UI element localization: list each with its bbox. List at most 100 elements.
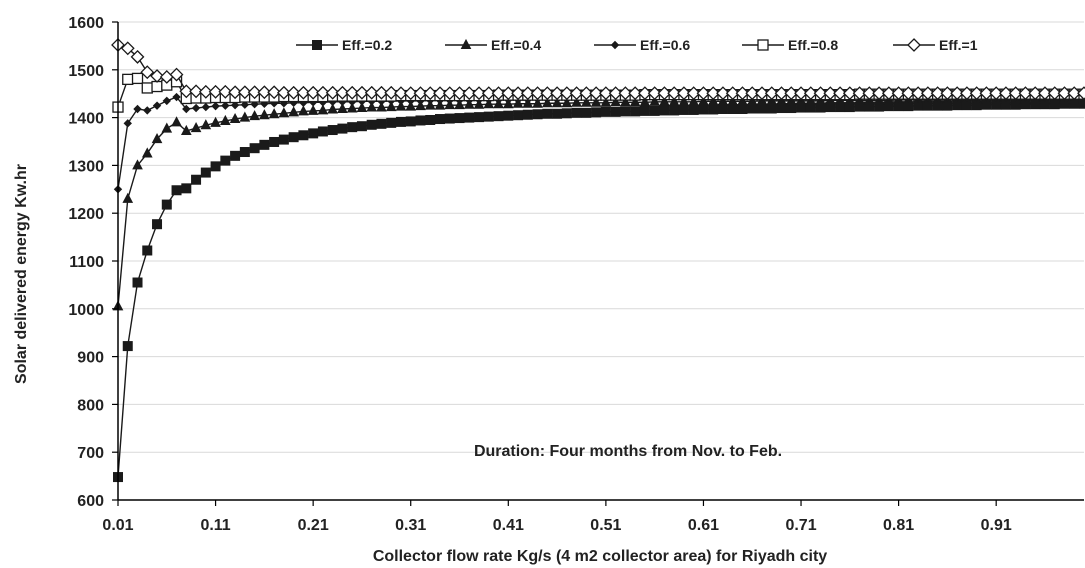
y-tick-label: 700 — [77, 445, 104, 462]
legend-item: Eff.=0.2 — [296, 37, 392, 53]
data-point — [298, 130, 309, 141]
legend-marker — [312, 40, 322, 50]
data-point — [708, 104, 719, 115]
data-point — [472, 86, 486, 101]
data-point — [259, 109, 270, 120]
data-point — [307, 104, 319, 115]
legend-item: Eff.=0.8 — [742, 37, 838, 53]
data-point — [296, 85, 311, 100]
data-point — [618, 86, 633, 101]
data-point — [346, 102, 358, 113]
series-eff-0-4 — [112, 92, 1085, 311]
data-point — [123, 119, 132, 128]
data-point — [757, 103, 767, 114]
data-point — [803, 86, 818, 101]
data-point — [395, 100, 407, 111]
data-point — [384, 85, 399, 100]
y-tick-label: 1000 — [68, 302, 104, 319]
series-line — [117, 98, 1085, 307]
y-tick-label: 600 — [77, 493, 104, 510]
data-point — [425, 114, 436, 125]
data-point — [131, 72, 144, 85]
data-point — [842, 86, 857, 101]
legend-label: Eff.=0.6 — [640, 37, 690, 53]
data-point — [669, 105, 680, 116]
y-tick-label: 1100 — [69, 254, 104, 271]
data-point — [530, 86, 545, 101]
data-point — [386, 117, 397, 128]
y-tick-label: 1300 — [68, 158, 104, 175]
data-point — [376, 101, 387, 112]
data-point — [249, 143, 260, 154]
data-point — [950, 86, 965, 101]
data-point — [628, 86, 643, 101]
data-point — [639, 105, 650, 116]
data-point — [1057, 86, 1072, 101]
data-point — [239, 147, 250, 158]
data-point — [171, 185, 182, 196]
data-point — [337, 102, 348, 113]
data-point — [725, 86, 740, 101]
data-point — [969, 86, 984, 101]
data-point — [257, 85, 272, 100]
data-point — [1038, 86, 1052, 101]
data-point — [434, 99, 446, 110]
data-point — [220, 155, 231, 166]
data-point — [288, 106, 299, 117]
data-point — [140, 65, 155, 80]
data-point — [337, 123, 348, 134]
x-tick-label: 0.51 — [590, 517, 621, 534]
data-point — [591, 107, 602, 118]
data-point — [649, 105, 660, 116]
series-eff-0-2 — [113, 98, 1085, 483]
data-point — [210, 161, 221, 172]
data-point — [1018, 86, 1033, 101]
legend-marker — [460, 38, 472, 49]
data-point — [200, 119, 212, 130]
data-point — [152, 101, 162, 110]
y-tick-label: 1200 — [68, 206, 104, 223]
data-point — [327, 103, 338, 114]
data-point — [552, 108, 563, 119]
data-point — [745, 86, 760, 101]
x-tick-label: 0.71 — [785, 517, 816, 534]
legend-item: Eff.=0.6 — [594, 37, 690, 53]
data-point — [647, 86, 662, 101]
data-point — [452, 86, 467, 101]
data-point — [737, 103, 748, 114]
x-tick-label: 0.31 — [395, 517, 426, 534]
data-point — [122, 341, 133, 352]
data-point — [200, 167, 211, 178]
data-point — [911, 86, 926, 101]
data-point — [180, 124, 192, 135]
data-point — [239, 111, 251, 122]
data-point — [901, 86, 916, 101]
data-point — [442, 86, 457, 101]
data-point — [221, 101, 230, 110]
x-tick-label: 0.61 — [688, 517, 719, 534]
y-tick-label: 1600 — [68, 15, 104, 32]
data-point — [218, 84, 233, 99]
data-point — [503, 110, 514, 121]
data-point — [786, 103, 797, 114]
data-point — [542, 108, 553, 119]
data-point — [462, 86, 477, 101]
data-point — [630, 106, 641, 117]
legend-label: Eff.=0.8 — [788, 37, 838, 53]
data-point — [298, 105, 309, 116]
data-point — [608, 86, 623, 101]
data-point — [366, 101, 378, 112]
legend-marker — [757, 39, 769, 51]
duration-annotation: Duration: Four months from Nov. to Feb. — [474, 443, 782, 460]
data-point — [403, 86, 418, 101]
data-point — [405, 116, 416, 127]
data-point — [325, 85, 340, 100]
data-point — [706, 86, 721, 101]
data-point — [755, 86, 769, 101]
data-point — [161, 199, 172, 210]
data-point — [688, 104, 699, 115]
data-point — [122, 73, 134, 86]
data-point — [766, 103, 777, 114]
data-point — [182, 104, 191, 114]
data-point — [286, 85, 301, 100]
